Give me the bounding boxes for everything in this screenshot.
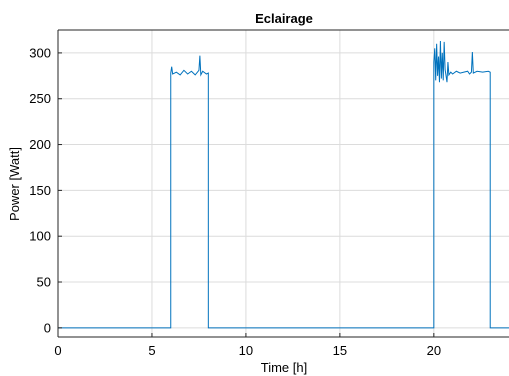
series-group — [58, 40, 509, 329]
chart-title: Eclairage — [255, 11, 313, 26]
y-tick-label: 250 — [29, 91, 51, 106]
y-tick-label: 50 — [37, 275, 51, 290]
x-tick-label: 10 — [239, 343, 253, 358]
x-tick-label: 5 — [148, 343, 155, 358]
y-tick-label: 300 — [29, 45, 51, 60]
series-line-0 — [58, 40, 509, 329]
y-axis-label: Power [Watt] — [7, 147, 22, 221]
x-axis-label: Time [h] — [261, 360, 307, 375]
x-tick-label: 15 — [333, 343, 347, 358]
x-tick-label: 0 — [54, 343, 61, 358]
y-tick-label: 200 — [29, 137, 51, 152]
y-tick-label: 150 — [29, 183, 51, 198]
x-tick-label: 20 — [427, 343, 441, 358]
y-tick-label: 0 — [44, 320, 51, 335]
axes — [57, 29, 509, 338]
y-tick-label: 100 — [29, 229, 51, 244]
